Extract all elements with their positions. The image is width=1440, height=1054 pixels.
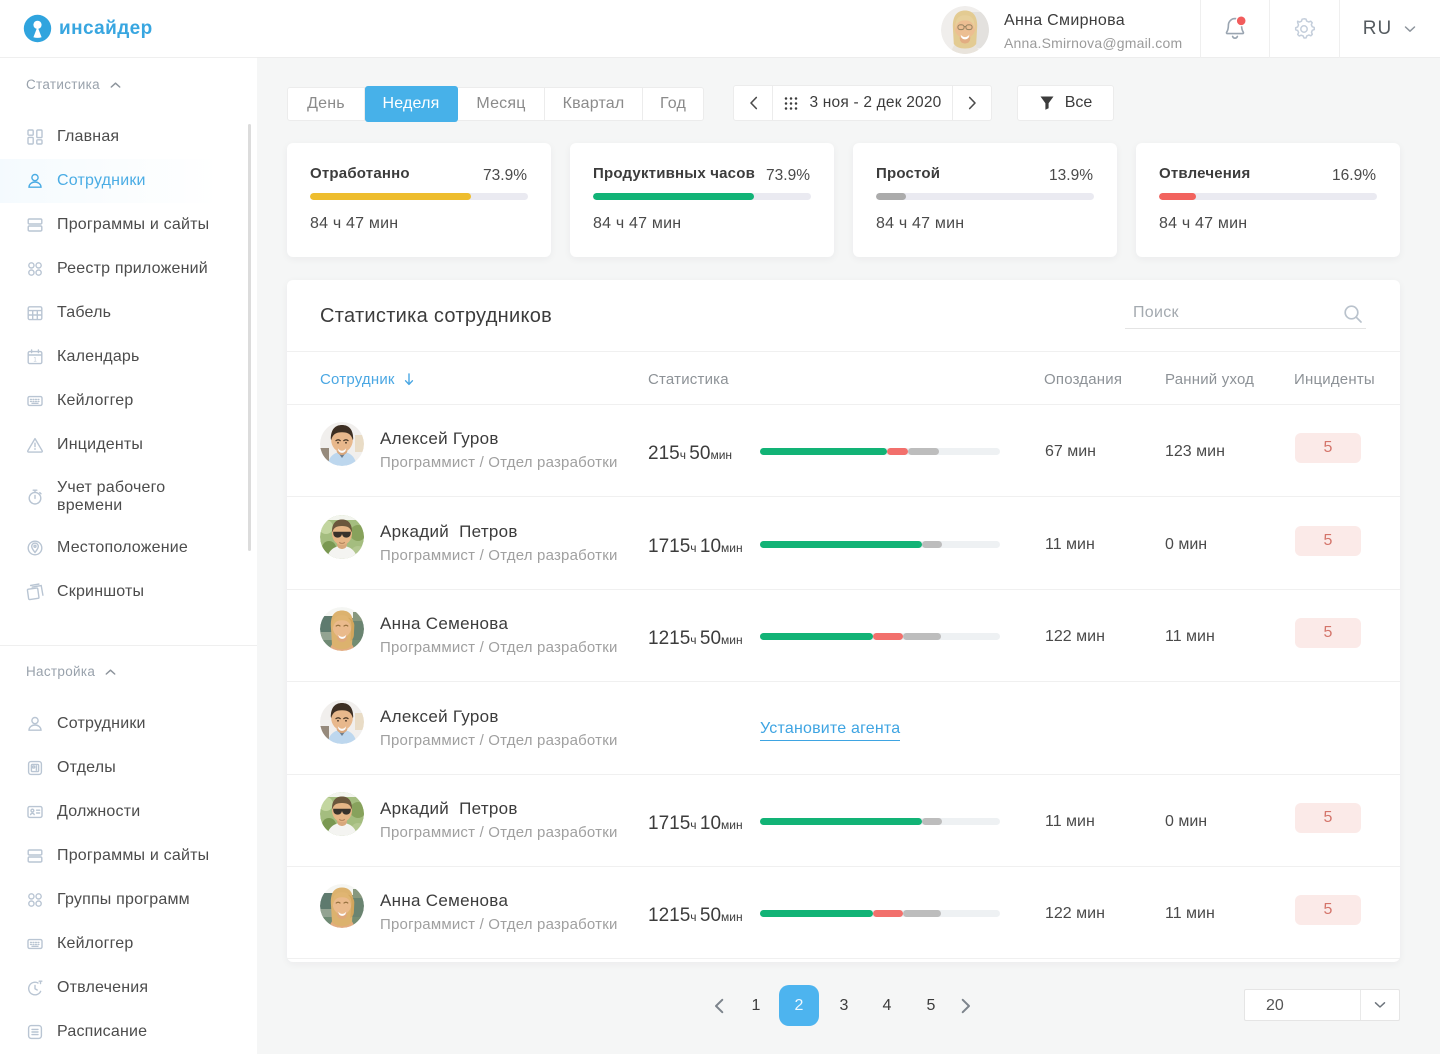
svg-text:1: 1 — [33, 358, 37, 364]
